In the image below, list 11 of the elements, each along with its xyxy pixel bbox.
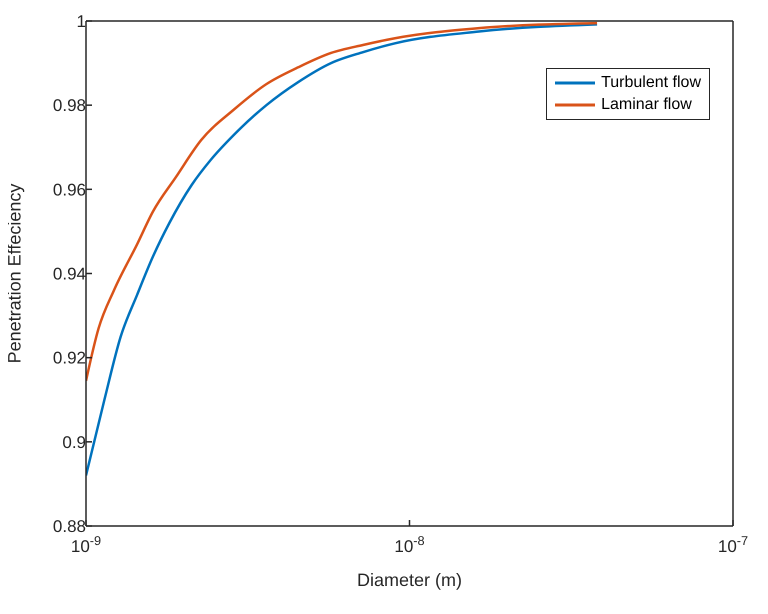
legend-label: Turbulent flow	[601, 73, 701, 93]
y-tick-label: 0.92	[52, 348, 86, 368]
x-tick-label: 10$^{-8}$	[394, 532, 425, 556]
x-tick-label: 10$^{-7}$	[718, 532, 748, 556]
y-tick-label: 1	[76, 12, 86, 31]
y-tick-label: 0.9	[62, 432, 86, 452]
x-axis-title: Diameter (m)	[356, 570, 462, 590]
y-tick-label: 0.96	[52, 180, 86, 200]
y-tick-label: 0.98	[52, 96, 86, 116]
y-tick-label: 0.94	[52, 264, 86, 284]
legend-label: Laminar flow	[601, 95, 692, 115]
